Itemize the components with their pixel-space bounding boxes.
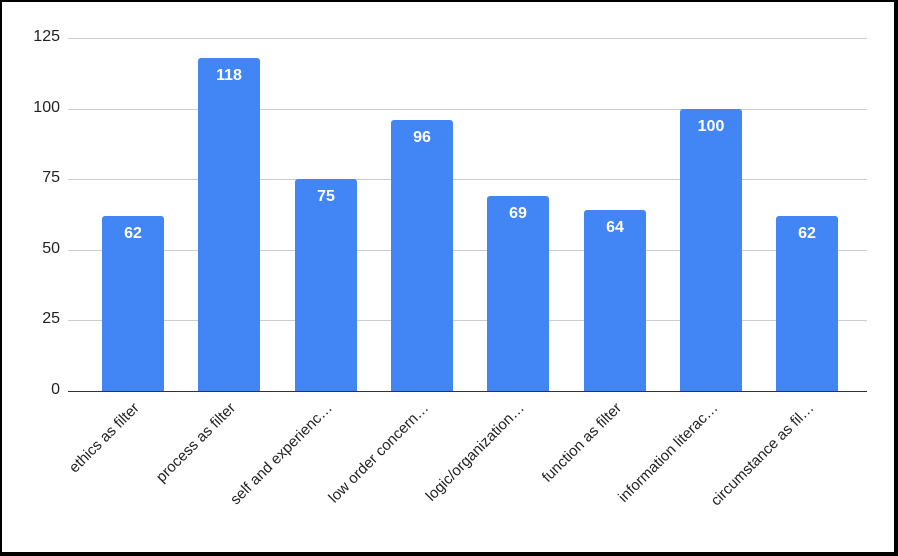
bar-value-label: 64 (606, 219, 624, 236)
y-tick-label: 125 (33, 28, 60, 45)
y-tick-label: 25 (42, 310, 60, 327)
bar[interactable]: 69 (487, 196, 549, 391)
bar[interactable]: 118 (198, 58, 260, 391)
y-tick-label: 0 (51, 381, 60, 398)
gridline (68, 109, 867, 110)
bar-value-label: 75 (317, 188, 335, 205)
x-tick-label: function as filter (538, 399, 626, 486)
x-tick-label: low order concern… (325, 399, 433, 507)
x-tick-label: logic/organization… (422, 399, 528, 505)
y-tick-label: 50 (42, 240, 60, 257)
bar[interactable]: 62 (776, 216, 838, 391)
gridline (68, 38, 867, 39)
gridline (68, 179, 867, 180)
bar-value-label: 62 (124, 225, 142, 242)
gridline (68, 250, 867, 251)
bar-value-label: 118 (216, 67, 242, 84)
bar[interactable]: 100 (680, 109, 742, 391)
x-axis-baseline (68, 391, 867, 392)
x-tick-label: process as filter (152, 399, 240, 486)
bar-value-label: 100 (697, 118, 725, 135)
bar-value-label: 62 (798, 225, 816, 242)
bar[interactable]: 75 (295, 179, 357, 391)
bar[interactable]: 96 (391, 120, 453, 391)
gridline (68, 320, 867, 321)
x-tick-label: information literac… (615, 399, 722, 506)
y-tick-label: 100 (33, 99, 60, 116)
x-tick-label: ethics as filter (65, 399, 143, 477)
bar-value-label: 69 (509, 205, 527, 222)
bar[interactable]: 64 (584, 210, 646, 391)
y-tick-label: 75 (42, 169, 60, 186)
bar-value-label: 96 (413, 129, 431, 146)
x-tick-label: circumstance as fil… (707, 399, 818, 510)
bar[interactable]: 62 (102, 216, 164, 391)
x-tick-label: self and experienc… (227, 399, 336, 509)
